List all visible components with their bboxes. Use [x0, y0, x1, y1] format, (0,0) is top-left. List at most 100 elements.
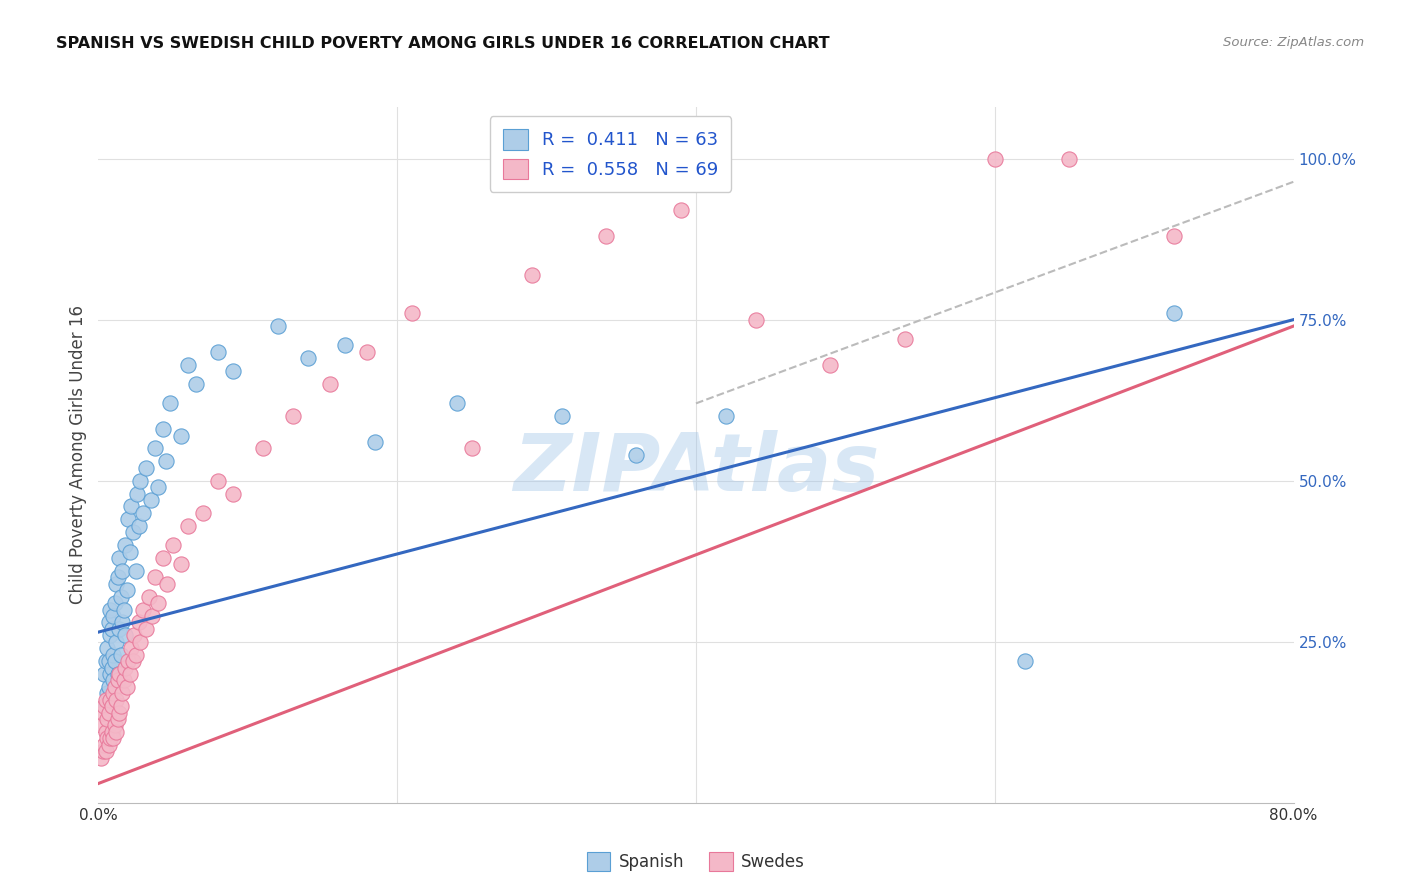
Point: [115, 583, 138, 598]
Point: [207, 344, 229, 359]
Point: [114, 660, 136, 674]
Point: [152, 551, 174, 566]
Point: [97, 738, 120, 752]
Point: [97, 615, 120, 630]
Point: [103, 731, 125, 746]
Point: [108, 622, 131, 636]
Point: [177, 358, 200, 372]
Point: [162, 538, 184, 552]
Point: [191, 506, 214, 520]
Point: [93, 667, 115, 681]
Point: [94, 744, 117, 758]
Point: [112, 602, 135, 616]
Point: [101, 622, 124, 636]
Point: [401, 306, 423, 320]
Point: [101, 725, 124, 739]
Point: [132, 506, 155, 520]
Text: Source: ZipAtlas.com: Source: ZipAtlas.com: [1223, 36, 1364, 49]
Point: [120, 500, 142, 514]
Point: [714, 409, 737, 424]
Point: [107, 667, 129, 681]
Point: [103, 686, 125, 700]
Point: [177, 518, 200, 533]
Point: [132, 602, 155, 616]
Point: [1163, 228, 1185, 243]
Point: [104, 718, 127, 732]
Point: [105, 725, 128, 739]
Point: [820, 358, 842, 372]
Point: [297, 351, 319, 366]
Point: [319, 377, 342, 392]
Point: [138, 590, 160, 604]
Point: [110, 590, 132, 604]
Point: [155, 454, 177, 468]
Point: [90, 718, 112, 732]
Point: [107, 712, 129, 726]
Point: [125, 648, 148, 662]
Point: [117, 512, 139, 526]
Point: [115, 680, 138, 694]
Point: [90, 750, 112, 764]
Point: [1059, 152, 1081, 166]
Point: [745, 312, 768, 326]
Point: [461, 442, 484, 456]
Point: [100, 667, 122, 681]
Point: [1163, 306, 1185, 320]
Point: [626, 448, 648, 462]
Point: [894, 332, 917, 346]
Point: [143, 570, 166, 584]
Point: [184, 377, 207, 392]
Point: [114, 628, 136, 642]
Point: [159, 396, 181, 410]
Point: [984, 152, 1007, 166]
Point: [101, 699, 124, 714]
Point: [128, 615, 150, 630]
Point: [148, 480, 170, 494]
Point: [125, 564, 148, 578]
Point: [169, 558, 191, 572]
Point: [135, 622, 157, 636]
Point: [143, 442, 166, 456]
Text: ZIPAtlas: ZIPAtlas: [513, 430, 879, 508]
Point: [222, 364, 245, 378]
Point: [222, 486, 245, 500]
Point: [1014, 654, 1036, 668]
Point: [97, 706, 120, 720]
Point: [91, 744, 114, 758]
Point: [252, 442, 274, 456]
Point: [446, 396, 468, 410]
Point: [103, 648, 125, 662]
Point: [97, 680, 120, 694]
Point: [100, 602, 122, 616]
Point: [103, 673, 125, 688]
Point: [669, 203, 692, 218]
Point: [96, 686, 118, 700]
Point: [356, 344, 378, 359]
Point: [111, 615, 134, 630]
Point: [104, 654, 127, 668]
Point: [127, 486, 149, 500]
Point: [281, 409, 304, 424]
Point: [141, 609, 163, 624]
Point: [93, 699, 115, 714]
Point: [156, 576, 179, 591]
Point: [207, 474, 229, 488]
Point: [94, 692, 117, 706]
Point: [129, 474, 152, 488]
Point: [121, 525, 143, 540]
Legend: Spanish, Swedes: Spanish, Swedes: [581, 846, 811, 878]
Point: [108, 667, 131, 681]
Point: [112, 673, 135, 688]
Point: [103, 609, 125, 624]
Point: [118, 544, 141, 558]
Point: [114, 538, 136, 552]
Point: [96, 712, 118, 726]
Point: [124, 628, 146, 642]
Point: [105, 576, 128, 591]
Point: [100, 731, 122, 746]
Point: [107, 673, 129, 688]
Point: [96, 641, 118, 656]
Point: [128, 518, 150, 533]
Point: [152, 422, 174, 436]
Point: [100, 628, 122, 642]
